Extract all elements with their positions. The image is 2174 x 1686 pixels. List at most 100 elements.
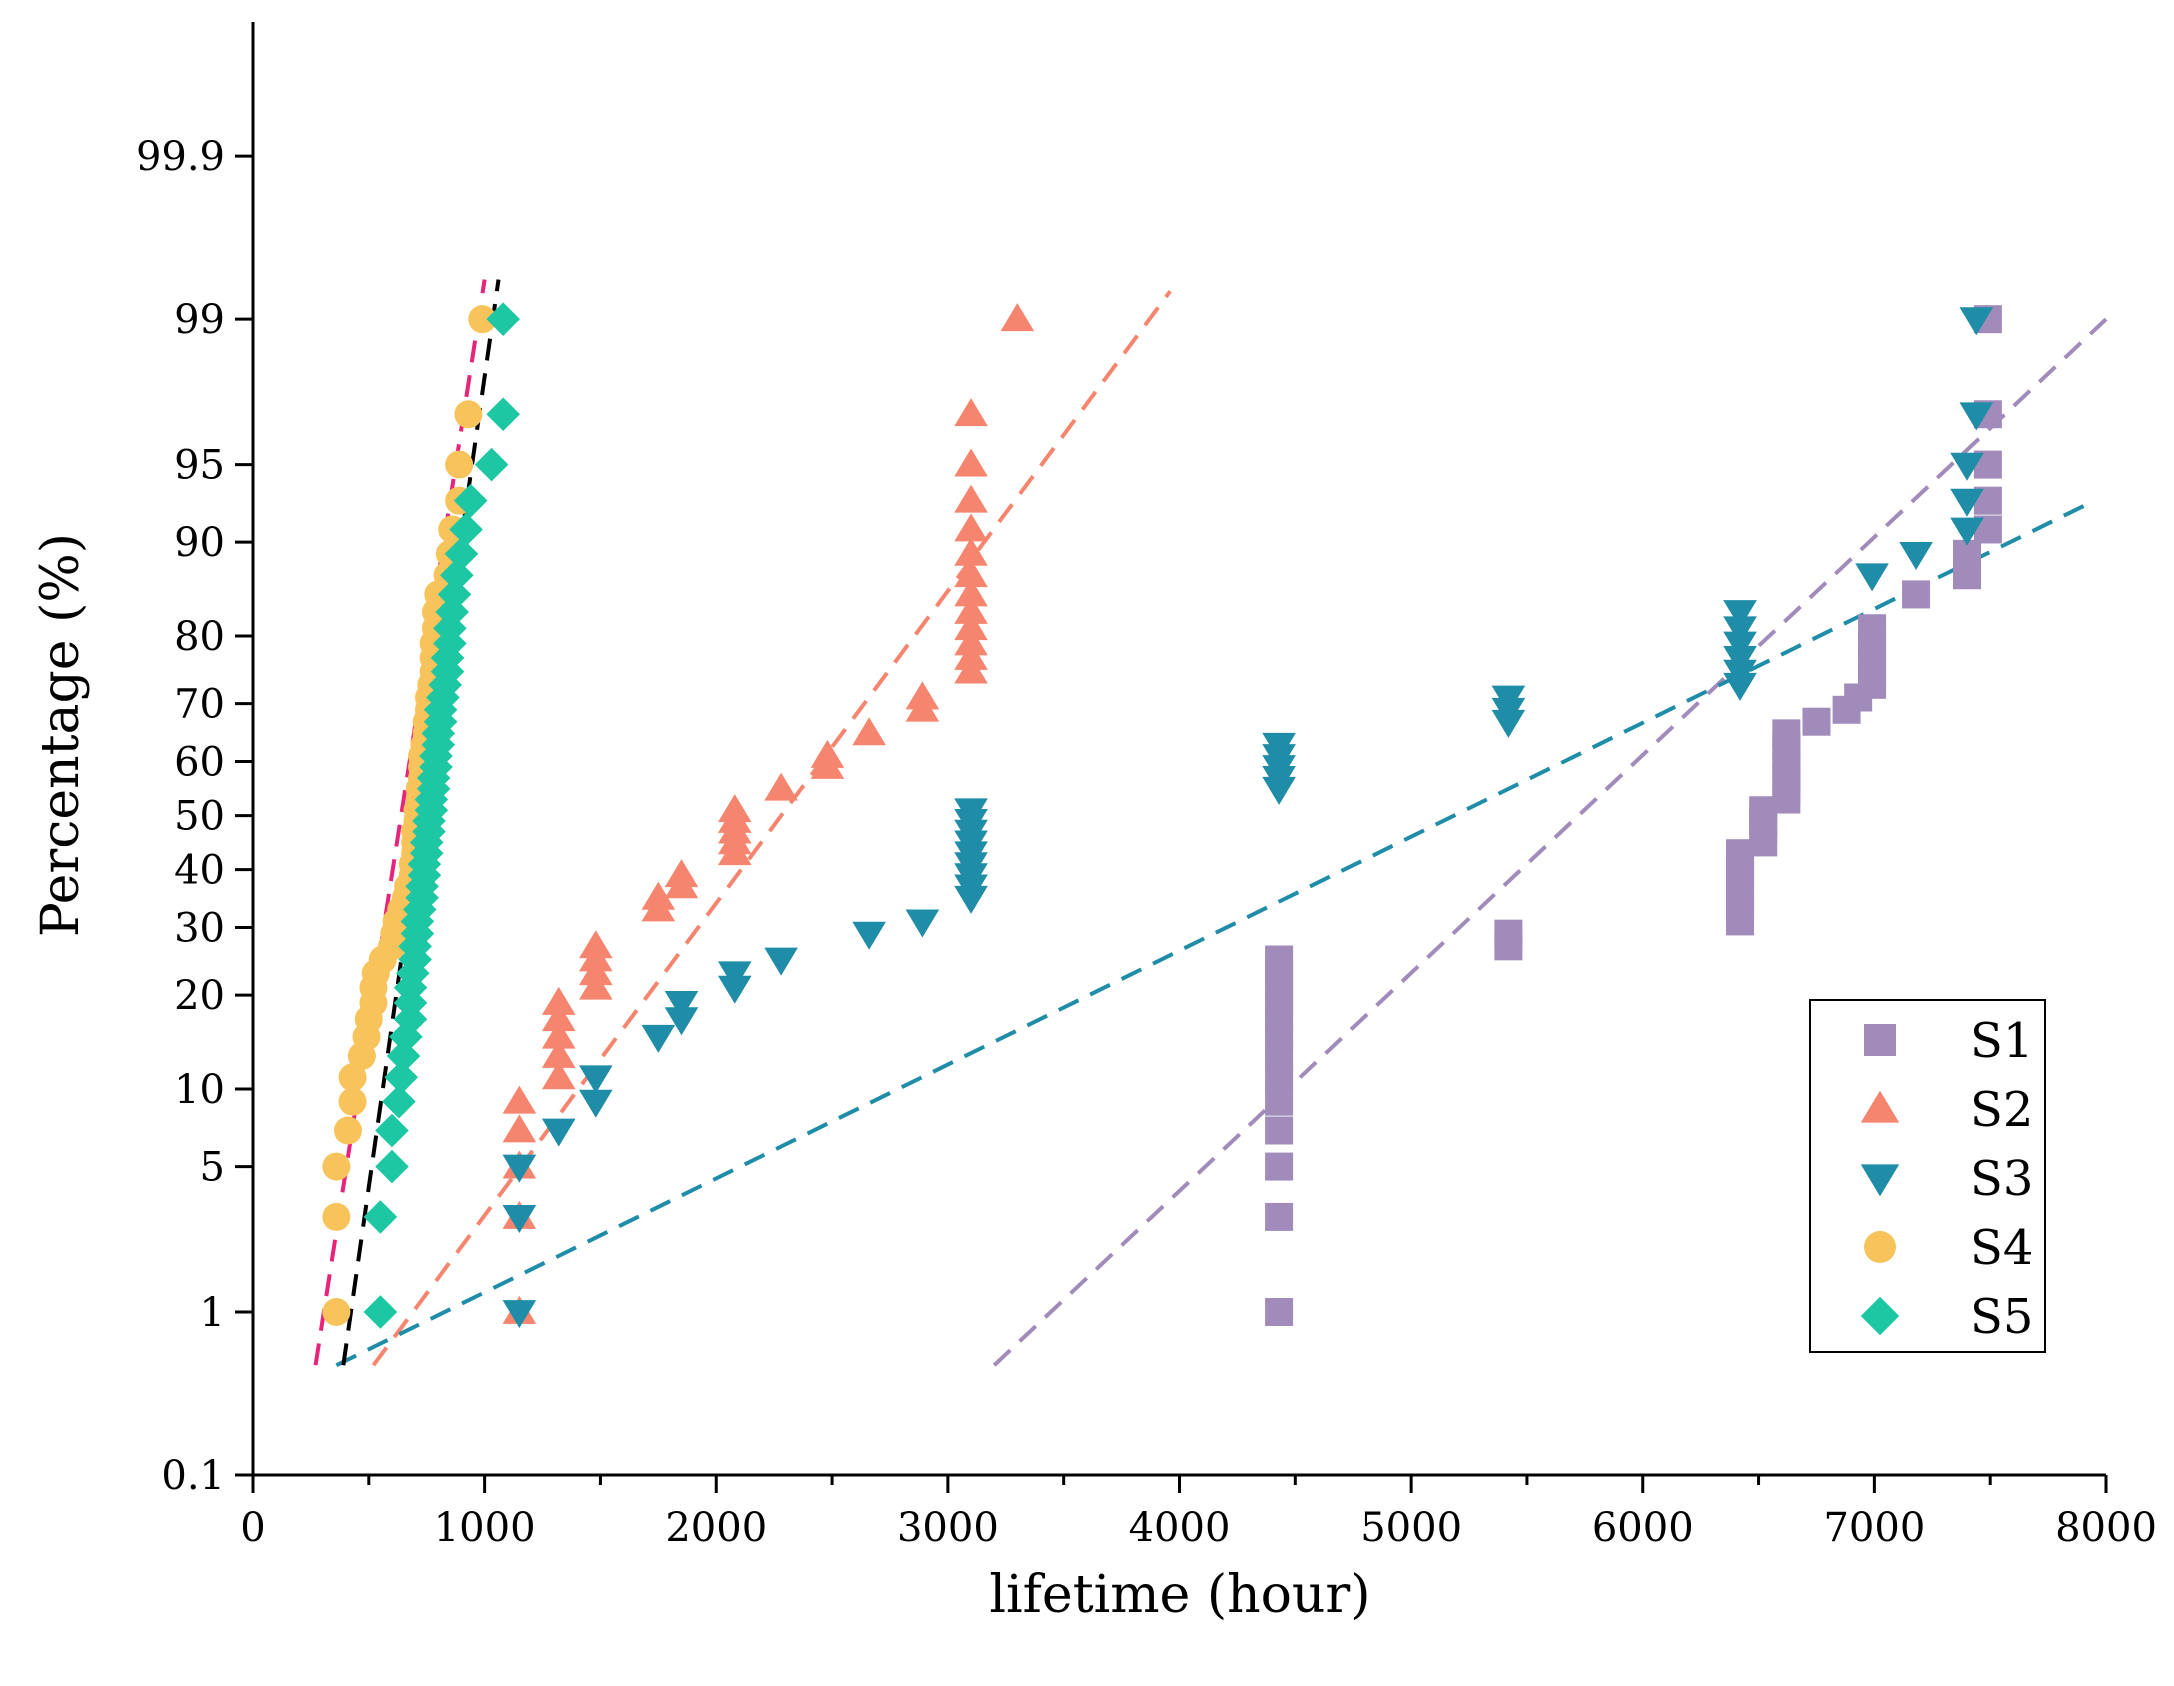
y-tick-label: 0.1 bbox=[161, 1453, 225, 1499]
data-point-s5 bbox=[435, 595, 469, 629]
data-point-s3 bbox=[641, 1024, 676, 1053]
fit-line-s5-fit bbox=[341, 279, 501, 1366]
y-tick-label: 99 bbox=[174, 297, 225, 343]
data-point-s3 bbox=[1723, 600, 1757, 629]
legend-marker-s2 bbox=[1860, 1090, 1900, 1123]
y-tick-label: 40 bbox=[174, 848, 225, 894]
legend-label-s5: S5 bbox=[1970, 1289, 2033, 1345]
data-point-s3 bbox=[717, 961, 752, 990]
data-point-s3 bbox=[1959, 307, 1994, 336]
data-point-s1 bbox=[1902, 580, 1931, 609]
legend-marker-s5 bbox=[1860, 1296, 1900, 1336]
y-tick-label: 5 bbox=[200, 1145, 225, 1191]
data-point-s2 bbox=[954, 641, 988, 670]
data-point-s2 bbox=[852, 717, 886, 746]
legend-label-s2: S2 bbox=[1970, 1082, 2033, 1138]
data-point-s1 bbox=[1265, 945, 1294, 974]
data-point-s3 bbox=[1491, 685, 1526, 714]
data-point-s2 bbox=[764, 772, 798, 801]
data-point-s1 bbox=[1494, 919, 1523, 948]
data-point-s4 bbox=[322, 1202, 351, 1231]
y-tick-label: 70 bbox=[174, 682, 225, 728]
y-tick-label: 80 bbox=[174, 614, 225, 660]
data-point-s2 bbox=[1000, 303, 1035, 332]
data-points bbox=[322, 302, 2002, 1329]
data-point-s4 bbox=[333, 1116, 362, 1145]
x-tick-label: 6000 bbox=[1592, 1505, 1694, 1551]
legend: S1 S2 S3 S4 S5 bbox=[1809, 999, 2046, 1353]
data-point-s1 bbox=[1772, 719, 1801, 748]
y-tick-label: 99.9 bbox=[136, 134, 225, 180]
data-point-s2 bbox=[579, 971, 613, 1000]
data-point-s5 bbox=[386, 1039, 421, 1073]
data-point-s3 bbox=[579, 1065, 613, 1094]
data-point-s3 bbox=[1899, 541, 1933, 570]
x-axis-title: lifetime (hour) bbox=[989, 1565, 1370, 1625]
data-point-s3 bbox=[852, 921, 886, 950]
series-s2 bbox=[502, 303, 1035, 1324]
data-point-s2 bbox=[541, 1039, 576, 1068]
x-tick-label: 7000 bbox=[1823, 1505, 1925, 1551]
legend-marker-s4 bbox=[1864, 1231, 1896, 1263]
data-point-s2 bbox=[954, 513, 988, 542]
data-point-s5 bbox=[486, 397, 520, 432]
x-tick-label: 1000 bbox=[434, 1505, 536, 1551]
data-point-s3 bbox=[664, 991, 699, 1020]
data-point-s3 bbox=[1959, 402, 1994, 431]
data-point-s3 bbox=[502, 1154, 537, 1183]
data-point-s2 bbox=[905, 681, 940, 710]
data-point-s3 bbox=[1950, 488, 1984, 517]
y-tick-label: 10 bbox=[174, 1067, 225, 1113]
x-tick-label: 3000 bbox=[897, 1505, 999, 1551]
data-point-s2 bbox=[579, 930, 613, 959]
x-tick-label: 8000 bbox=[2055, 1505, 2157, 1551]
data-point-s2 bbox=[541, 1020, 576, 1049]
x-tick-label: 2000 bbox=[665, 1505, 767, 1551]
data-point-s3 bbox=[954, 798, 988, 827]
legend-label-s3: S3 bbox=[1970, 1151, 2033, 1207]
data-point-s2 bbox=[954, 537, 988, 566]
data-point-s5 bbox=[449, 512, 483, 547]
data-point-s3 bbox=[541, 1118, 576, 1147]
data-point-s1 bbox=[1802, 707, 1831, 736]
fit-line-s2 bbox=[371, 290, 1172, 1367]
data-point-s5 bbox=[375, 1113, 409, 1148]
data-point-s5 bbox=[437, 577, 472, 612]
y-tick-label: 90 bbox=[174, 520, 225, 566]
legend-box bbox=[1809, 999, 2046, 1353]
data-point-s2 bbox=[954, 578, 988, 607]
data-point-s2 bbox=[954, 398, 988, 427]
data-point-s2 bbox=[954, 627, 988, 656]
data-point-s2 bbox=[954, 612, 988, 641]
data-point-s3 bbox=[502, 1205, 537, 1234]
y-tick-label: 20 bbox=[174, 973, 225, 1019]
data-point-s1 bbox=[1265, 1087, 1294, 1116]
data-point-s3 bbox=[1950, 452, 1984, 481]
fit-line-s3 bbox=[335, 498, 2096, 1368]
data-point-s5 bbox=[363, 1200, 398, 1234]
data-point-s2 bbox=[717, 794, 752, 823]
data-point-s2 bbox=[502, 1085, 537, 1114]
legend-label-s4: S4 bbox=[1970, 1220, 2033, 1276]
data-point-s2 bbox=[541, 986, 576, 1015]
y-tick-label: 50 bbox=[174, 794, 225, 840]
data-point-s2 bbox=[541, 1003, 576, 1032]
legend-marker-s1 bbox=[1864, 1024, 1896, 1056]
data-point-s4 bbox=[454, 400, 483, 429]
data-point-s3 bbox=[1855, 563, 1889, 592]
y-tick-label: 95 bbox=[174, 443, 225, 489]
x-tick-label: 4000 bbox=[1129, 1505, 1231, 1551]
data-point-s2 bbox=[641, 881, 676, 910]
data-point-s3 bbox=[717, 975, 752, 1004]
fit-line-s1 bbox=[992, 317, 2108, 1367]
data-point-s3 bbox=[1723, 616, 1757, 645]
data-point-s3 bbox=[502, 1300, 537, 1329]
data-point-s3 bbox=[905, 909, 940, 938]
series-s5 bbox=[363, 302, 520, 1329]
data-point-s3 bbox=[1723, 646, 1757, 675]
data-point-s5 bbox=[363, 1295, 398, 1329]
data-point-s2 bbox=[954, 484, 988, 513]
data-point-s4 bbox=[322, 1297, 351, 1326]
